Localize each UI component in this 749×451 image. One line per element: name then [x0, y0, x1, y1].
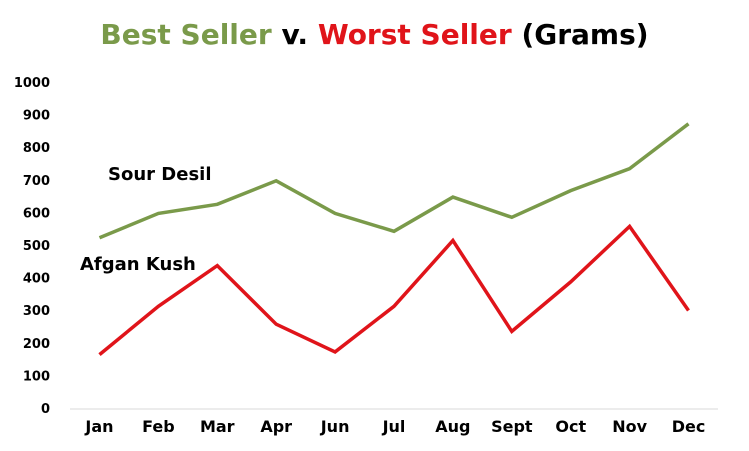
x-tick-label: Sept [491, 417, 533, 436]
series-line-afgan-kush [98, 223, 690, 356]
y-tick-label: 500 [23, 239, 50, 254]
series-lines [98, 122, 690, 356]
title-worst-seller: Worst Seller [317, 18, 512, 51]
x-tick-label: Nov [612, 417, 647, 436]
y-tick-label: 800 [23, 141, 50, 156]
y-tick-label: 100 [23, 369, 50, 384]
x-axis-ticks: Jan Feb Mar Apr Jun Jul Aug Sept Oct Nov Dec [84, 417, 705, 436]
series-label-sour-desil: Sour Desil [108, 164, 212, 185]
x-tick-label: Dec [672, 417, 706, 436]
y-tick-label: 700 [23, 174, 50, 189]
y-tick-label: 300 [23, 304, 50, 319]
y-tick-label: 1000 [14, 76, 50, 91]
x-tick-label: Feb [142, 417, 175, 436]
y-tick-label: 900 [23, 109, 50, 124]
series-labels: Sour Desil Afgan Kush [80, 164, 212, 275]
title-best-seller: Best Seller [100, 18, 272, 51]
y-tick-label: 200 [23, 337, 50, 352]
title-versus: v. [271, 18, 318, 51]
x-tick-label: Aug [435, 417, 470, 436]
y-tick-label: 400 [23, 272, 50, 287]
x-tick-label: Jun [320, 417, 350, 436]
x-tick-label: Mar [200, 417, 235, 436]
x-tick-label: Jul [382, 417, 406, 436]
y-tick-label: 600 [23, 206, 50, 221]
y-tick-label: 0 [41, 402, 50, 417]
chart-title: Best Seller v. Worst Seller (Grams) [0, 18, 749, 51]
series-label-afgan-kush: Afgan Kush [80, 254, 196, 275]
series-line-sour-desil [98, 122, 690, 240]
x-tick-label: Jan [84, 417, 113, 436]
title-units: (Grams) [511, 18, 649, 51]
x-tick-label: Apr [260, 417, 292, 436]
y-axis-ticks: 0 100 200 300 400 500 600 700 800 900 1000 [14, 76, 50, 417]
x-tick-label: Oct [555, 417, 586, 436]
